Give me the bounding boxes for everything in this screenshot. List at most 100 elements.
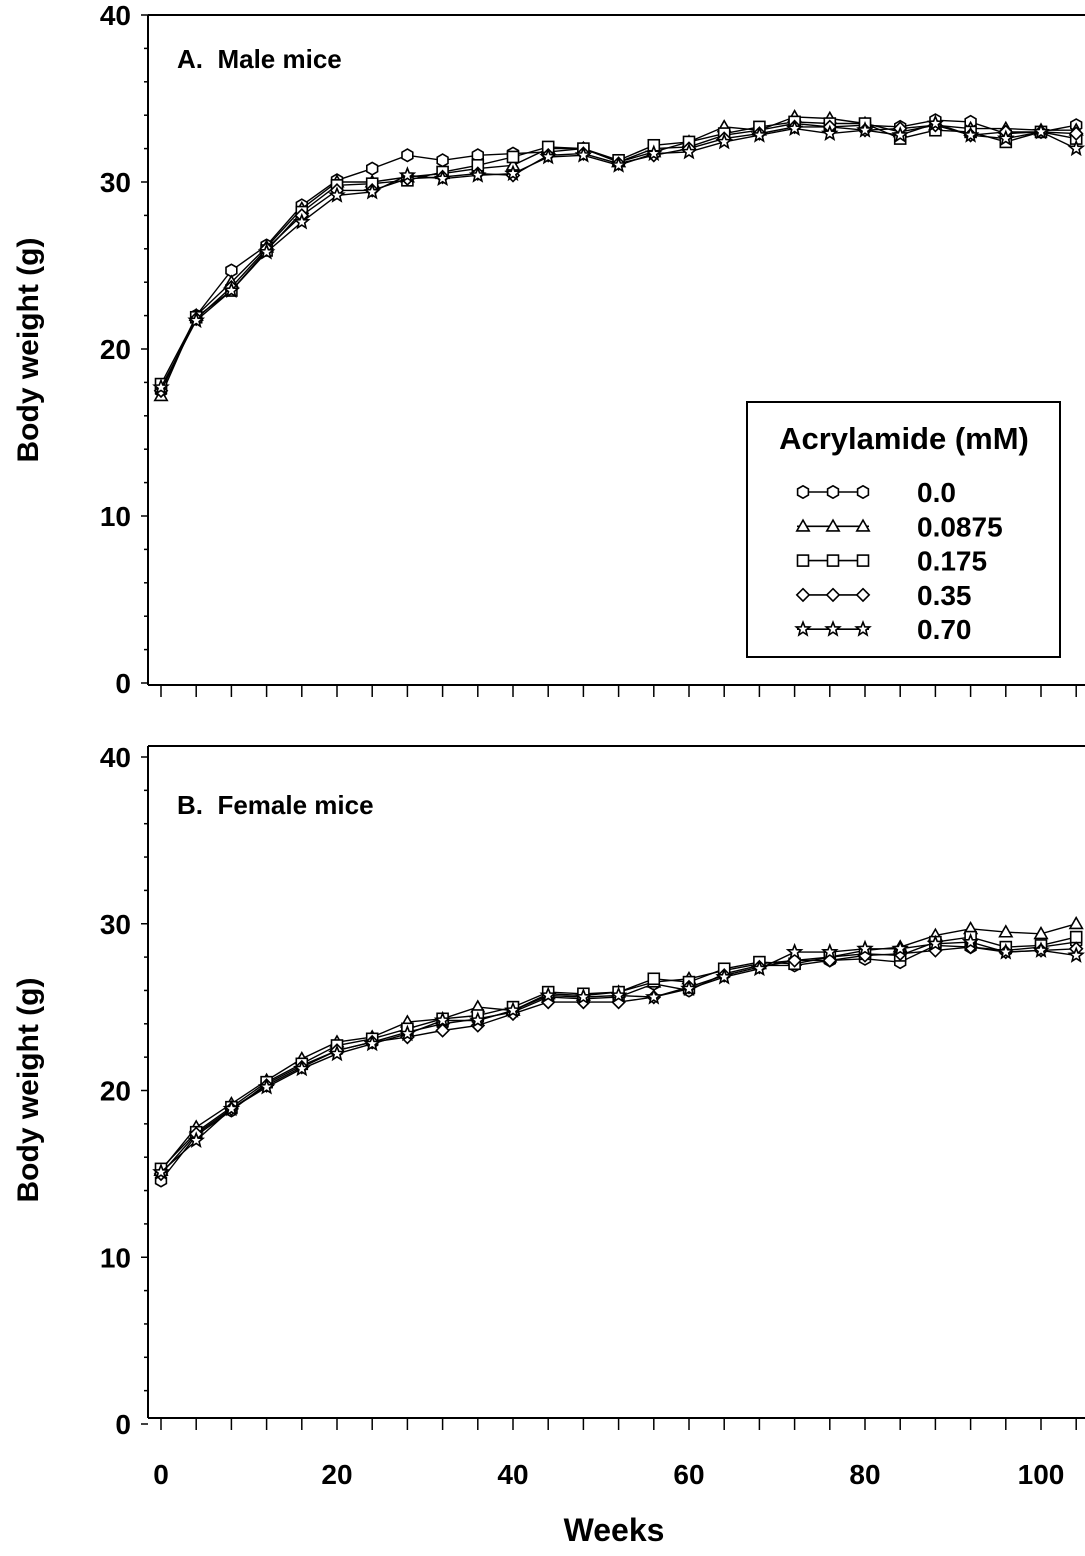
legend-label: 0.35 [917, 580, 972, 611]
data-point-star [504, 164, 522, 182]
data-point-star [644, 144, 663, 162]
data-point-star [820, 942, 839, 960]
data-point-star [785, 119, 804, 136]
data-point-star [398, 166, 417, 183]
legend-label: 0.175 [917, 546, 987, 577]
series-0.70 [152, 932, 1085, 1180]
data-point-hexagon [365, 161, 379, 176]
y-tick-label: 40 [100, 742, 131, 773]
data-point-star [821, 124, 839, 141]
y-tick-label: 0 [115, 1409, 131, 1440]
legend-title: Acrylamide (mM) [779, 421, 1029, 456]
x-tick-label: 100 [1018, 1459, 1065, 1490]
data-point-star [1067, 946, 1085, 963]
panel-a-y-axis-label: Body weight (g) [12, 238, 45, 463]
data-point-star [504, 1001, 522, 1018]
data-point-star [328, 1044, 346, 1062]
legend-marker-hexagon [796, 484, 810, 500]
data-point-star [469, 1011, 487, 1028]
legend-marker-triangle [855, 518, 871, 532]
data-point-star [996, 129, 1015, 146]
legend-marker-star [824, 620, 842, 637]
data-point-star [328, 186, 346, 203]
data-point-star [539, 986, 557, 1003]
series-line-0.175 [160, 936, 1077, 1170]
y-tick-label: 20 [100, 1076, 131, 1107]
legend-marker-square [796, 554, 810, 567]
data-point-star [468, 166, 487, 183]
data-point-hexagon [436, 153, 449, 168]
legend-label: 0.70 [917, 614, 972, 645]
legend-marker-hexagon [826, 484, 840, 500]
x-tick-label: 0 [153, 1459, 169, 1490]
data-point-star [961, 932, 980, 950]
data-point-star [926, 114, 945, 132]
legend-marker-star [794, 620, 812, 637]
data-point-star [1067, 139, 1085, 157]
legend-marker-square [856, 554, 870, 567]
data-point-star [1032, 941, 1050, 958]
data-point-star [363, 1034, 382, 1052]
data-point-star [715, 967, 734, 985]
x-tick-label: 40 [497, 1459, 528, 1490]
data-point-star [292, 212, 311, 230]
y-tick-label: 10 [100, 501, 131, 532]
data-point-star [715, 132, 734, 150]
data-point-star [222, 281, 241, 298]
legend-marker-triangle [795, 518, 811, 532]
legend-marker-triangle [825, 518, 841, 532]
panel-b-title: B. Female mice [177, 790, 374, 820]
data-point-star [257, 1078, 276, 1095]
data-point-star [539, 147, 557, 165]
data-point-square [506, 150, 520, 164]
y-tick-label: 10 [100, 1242, 131, 1273]
legend-marker-diamond [855, 587, 871, 603]
panel-male-mice: A. Male mice Body weight (g) 0 10 20 30 40 [12, 0, 1085, 699]
data-point-star [926, 934, 945, 952]
data-point-triangle [1033, 925, 1049, 940]
legend-marker-star [854, 620, 872, 637]
data-point-star [363, 182, 382, 200]
data-point-star [644, 987, 663, 1005]
data-point-star [398, 1024, 417, 1042]
panel-a-title: A. Male mice [177, 44, 342, 74]
data-point-star [961, 126, 980, 143]
data-point-triangle [1068, 915, 1084, 930]
data-point-square [1069, 930, 1083, 944]
x-tick-label: 60 [673, 1459, 704, 1490]
y-tick-label: 40 [100, 0, 131, 31]
series-0.0 [154, 934, 1083, 1188]
y-tick-label: 30 [100, 909, 131, 940]
series-line-0.0875 [160, 923, 1077, 1171]
y-tick-label: 20 [100, 334, 131, 365]
data-point-triangle [998, 924, 1014, 938]
legend-marker-diamond [825, 587, 841, 603]
series-0.175 [154, 930, 1083, 1176]
data-point-star [680, 142, 698, 160]
data-point-star [1032, 122, 1050, 140]
panel-b-y-axis-label: Body weight (g) [12, 978, 45, 1203]
data-point-star [574, 146, 593, 163]
y-tick-label: 30 [100, 167, 131, 198]
data-point-star [785, 942, 804, 960]
data-point-star [609, 156, 628, 173]
data-point-star [680, 979, 698, 997]
x-axis-label: Weeks [564, 1512, 665, 1548]
series-0.70 [152, 114, 1085, 395]
data-point-star [187, 1131, 205, 1149]
legend-label: 0.0875 [917, 511, 1003, 542]
data-point-star [222, 1099, 241, 1117]
data-point-star [292, 1059, 311, 1077]
data-point-hexagon [401, 148, 414, 163]
data-point-star [152, 1163, 170, 1180]
data-point-star [891, 126, 909, 143]
data-point-star [609, 986, 628, 1003]
data-point-star [433, 169, 452, 187]
data-point-diamond [435, 1023, 450, 1038]
data-point-star [891, 939, 909, 957]
legend-label: 0.0 [917, 477, 956, 508]
legend-marker-hexagon [856, 484, 870, 500]
data-point-star [152, 378, 170, 395]
